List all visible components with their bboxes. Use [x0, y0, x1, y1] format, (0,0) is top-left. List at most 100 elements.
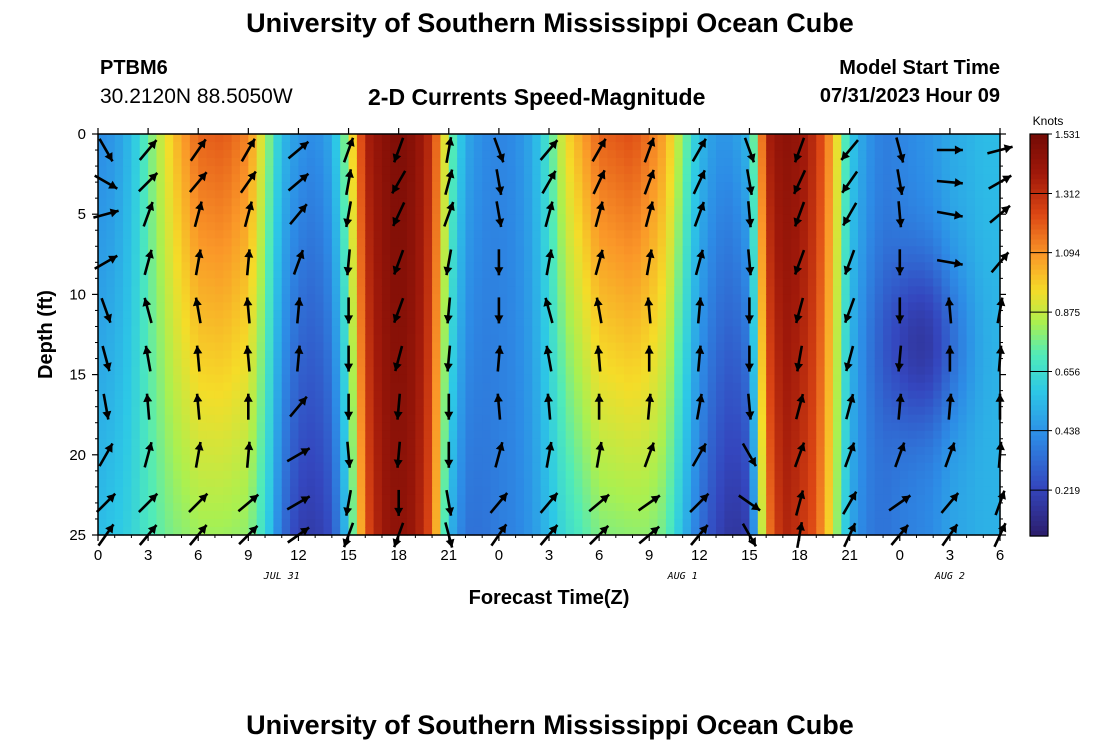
heatmap-cell: [515, 206, 525, 215]
heatmap-cell: [198, 230, 208, 239]
heatmap-cell: [123, 310, 133, 320]
heatmap-cell: [265, 190, 274, 199]
heatmap-cell: [682, 158, 692, 167]
heatmap-cell: [824, 502, 834, 512]
heatmap-cell: [365, 342, 375, 352]
heatmap-cell: [582, 286, 592, 295]
heatmap-cell: [816, 326, 826, 336]
heatmap-cell: [381, 294, 391, 304]
heatmap-cell: [306, 470, 316, 480]
heatmap-cell: [356, 150, 366, 159]
heatmap-cell: [265, 526, 274, 536]
heatmap-cell: [381, 406, 391, 416]
heatmap-cell: [916, 422, 926, 432]
heatmap-cell: [799, 358, 809, 368]
heatmap-cell: [432, 462, 442, 472]
heatmap-cell: [674, 206, 684, 215]
heatmap-cell: [98, 526, 107, 536]
heatmap-cell: [398, 238, 408, 247]
heatmap-cell: [632, 286, 642, 295]
heatmap-cell: [615, 406, 625, 416]
heatmap-cell: [866, 334, 876, 344]
heatmap-cell: [741, 310, 751, 320]
heatmap-cell: [582, 198, 592, 207]
heatmap-cell: [757, 142, 767, 151]
heatmap-cell: [248, 510, 258, 520]
heatmap-cell: [482, 470, 492, 480]
heatmap-cell: [373, 198, 383, 207]
heatmap-cell: [106, 462, 116, 472]
heatmap-cell: [114, 198, 124, 207]
heatmap-cell: [766, 246, 776, 255]
heatmap-cell: [766, 494, 776, 504]
heatmap-cell: [724, 230, 734, 239]
heatmap-cell: [189, 518, 199, 528]
heatmap-cell: [599, 158, 609, 167]
heatmap-cell: [716, 454, 725, 464]
heatmap-cell: [874, 350, 884, 360]
heatmap-cell: [507, 294, 517, 304]
heatmap-cell: [690, 438, 700, 448]
heatmap-cell: [340, 374, 350, 384]
heatmap-cell: [858, 198, 867, 207]
heatmap-cell: [832, 198, 842, 207]
heatmap-cell: [340, 254, 350, 263]
heatmap-cell: [540, 254, 550, 263]
heatmap-cell: [473, 502, 483, 512]
heatmap-cell: [223, 470, 233, 480]
heatmap-cell: [206, 398, 216, 408]
heatmap-cell: [432, 230, 442, 239]
heatmap-cell: [223, 230, 233, 239]
heatmap-cell: [198, 326, 208, 336]
heatmap-cell: [498, 374, 508, 384]
heatmap-cell: [106, 302, 116, 312]
heatmap-cell: [131, 358, 141, 368]
heatmap-cell: [98, 174, 107, 183]
heatmap-cell: [181, 190, 191, 199]
heatmap-cell: [590, 494, 600, 504]
heatmap-cell: [239, 190, 249, 199]
heatmap-cell: [574, 278, 584, 287]
heatmap-cell: [432, 198, 442, 207]
heatmap-cell: [214, 414, 224, 424]
heatmap-cell: [749, 526, 759, 536]
heatmap-cell: [782, 486, 792, 496]
heatmap-cell: [774, 462, 784, 472]
heatmap-cell: [223, 166, 233, 175]
heatmap-cell: [331, 518, 341, 528]
heatmap-cell: [523, 222, 533, 231]
heatmap-cell: [924, 454, 934, 464]
heatmap-cell: [657, 382, 667, 392]
heatmap-cell: [356, 374, 366, 384]
heatmap-cell: [791, 254, 801, 263]
heatmap-cell: [674, 286, 684, 295]
heatmap-cell: [131, 374, 141, 384]
heatmap-cell: [899, 390, 909, 400]
heatmap-cell: [340, 222, 350, 231]
heatmap-cell: [507, 398, 517, 408]
heatmap-cell: [432, 358, 442, 368]
heatmap-cell: [749, 342, 759, 352]
heatmap-cell: [674, 430, 684, 440]
heatmap-cell: [574, 398, 584, 408]
heatmap-cell: [290, 494, 300, 504]
heatmap-cell: [340, 198, 350, 207]
heatmap-cell: [331, 366, 341, 376]
heatmap-cell: [457, 510, 467, 520]
heatmap-cell: [816, 430, 826, 440]
heatmap-cell: [214, 430, 224, 440]
heatmap-cell: [156, 422, 166, 432]
heatmap-cell: [181, 302, 191, 312]
heatmap-cell: [156, 462, 166, 472]
heatmap-cell: [757, 246, 767, 255]
heatmap-cell: [164, 446, 174, 456]
heatmap-cell: [173, 438, 183, 448]
heatmap-cell: [899, 166, 909, 175]
heatmap-cell: [916, 438, 926, 448]
heatmap-cell: [582, 182, 592, 191]
heatmap-cell: [523, 302, 533, 312]
heatmap-cell: [457, 414, 467, 424]
heatmap-cell: [173, 390, 183, 400]
heatmap-cell: [331, 262, 341, 271]
heatmap-cell: [874, 174, 884, 183]
